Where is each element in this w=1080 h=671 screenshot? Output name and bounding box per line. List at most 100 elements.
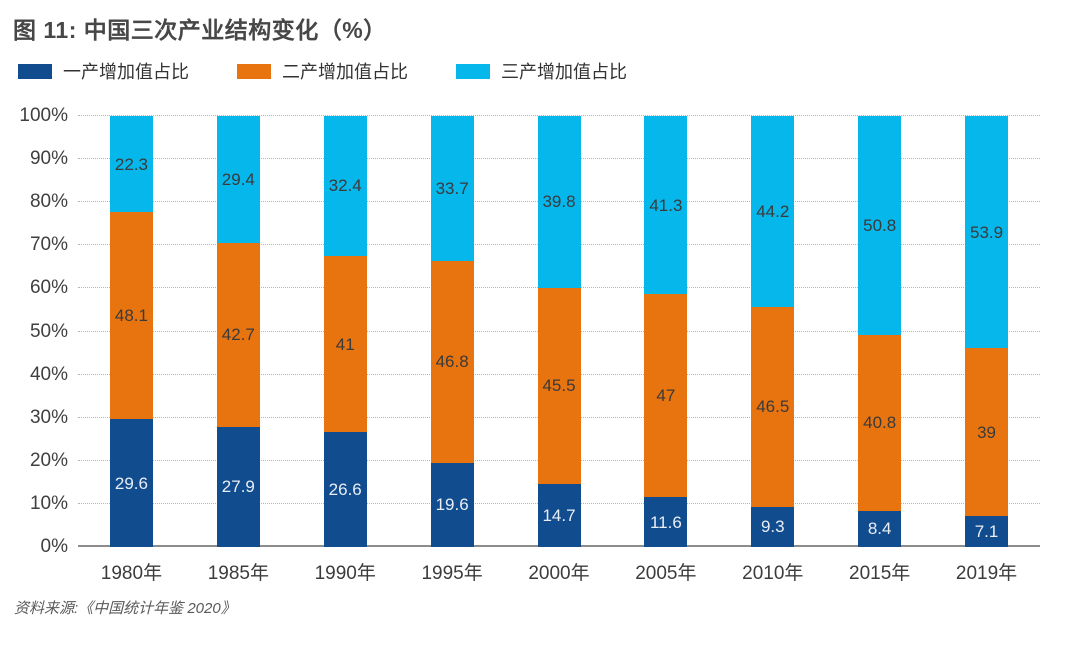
bar-stack: 27.9 42.7 29.4	[216, 116, 260, 547]
x-axis-tick-label: 1980年	[100, 563, 163, 584]
segment-value-label: 33.7	[435, 178, 469, 198]
segment-value-label: 45.5	[542, 376, 576, 396]
bar-stack: 11.6 47 41.3	[644, 116, 688, 547]
bar-segment: 45.5	[537, 287, 581, 484]
bar-segment: 29.4	[216, 116, 260, 243]
y-axis-tick-label: 90%	[29, 148, 68, 170]
segment-value-label: 19.6	[435, 495, 469, 515]
segment-value-label: 8.4	[867, 519, 892, 539]
legend-label: 三产增加值占比	[501, 62, 627, 82]
segment-value-label: 40.8	[863, 413, 897, 433]
bar-segment: 53.9	[965, 116, 1009, 349]
bar-segment: 14.7	[537, 483, 581, 547]
segment-value-label: 48.1	[114, 306, 148, 326]
bar-stack: 29.6 48.1 22.3	[109, 116, 153, 547]
bar-stack: 26.6 41 32.4	[323, 116, 367, 547]
bar-stack: 7.1 39 53.9	[965, 116, 1009, 547]
plot-area: 29.6 48.1 22.3 27.9 42.7 29.4 26.6 41 32.4 19.6 46…	[78, 115, 1040, 547]
segment-value-label: 46.8	[435, 352, 469, 372]
x-axis-tick-label: 2019年	[955, 563, 1018, 584]
bar-segment: 50.8	[858, 116, 902, 335]
x-axis-tick-label: 2005年	[635, 563, 697, 584]
bar-segment: 48.1	[109, 212, 153, 420]
bar-stack: 19.6 46.8 33.7	[430, 116, 474, 547]
segment-value-label: 14.7	[542, 505, 576, 525]
chart-title: 图 11: 中国三次产业结构变化（%）	[13, 17, 387, 43]
bar-segment: 29.6	[109, 419, 153, 547]
legend-swatch-icon	[18, 63, 52, 79]
bar-segment: 9.3	[751, 506, 795, 547]
bar-segment: 47	[644, 294, 688, 498]
legend-label: 二产增加值占比	[282, 62, 408, 82]
bar-segment: 46.5	[751, 306, 795, 507]
bar-stack: 9.3 46.5 44.2	[751, 116, 795, 547]
legend-item-series-3: 三产增加值占比	[456, 58, 627, 84]
legend-item-series-1: 一产增加值占比	[18, 58, 189, 84]
segment-value-label: 7.1	[974, 522, 999, 542]
bar-segment: 19.6	[430, 462, 474, 547]
bar-segment: 46.8	[430, 260, 474, 463]
bar-segment: 39	[965, 348, 1009, 517]
y-axis-tick-label: 30%	[29, 406, 68, 428]
segment-value-label: 26.6	[328, 480, 362, 500]
bar-segment: 8.4	[858, 510, 902, 547]
bar-segment: 40.8	[858, 334, 902, 511]
segment-value-label: 39	[977, 422, 996, 442]
segment-value-label: 46.5	[756, 397, 790, 417]
y-axis: 0% 10% 20% 30% 40% 50% 60% 70% 80% 90% 100%	[0, 105, 68, 557]
segment-value-label: 39.8	[542, 192, 576, 212]
segment-value-label: 44.2	[756, 201, 790, 221]
legend-label: 一产增加值占比	[63, 62, 189, 82]
y-axis-tick-label: 40%	[29, 363, 68, 385]
segment-value-label: 11.6	[649, 512, 682, 532]
segment-value-label: 53.9	[970, 222, 1004, 242]
y-axis-tick-label: 0%	[40, 536, 68, 557]
source-note: 资料来源:《中国统计年鉴 2020》	[14, 600, 236, 617]
y-axis-tick-label: 80%	[29, 191, 68, 213]
bar-segment: 26.6	[323, 432, 367, 547]
bar-segment: 22.3	[109, 116, 153, 213]
bar-segment: 7.1	[965, 516, 1009, 547]
y-axis-tick-label: 10%	[29, 492, 68, 514]
segment-value-label: 29.4	[221, 169, 255, 189]
x-axis-tick-label: 1995年	[421, 563, 483, 584]
bar-segment: 44.2	[751, 116, 795, 307]
y-axis-tick-label: 70%	[29, 234, 68, 256]
gridline-100pct	[78, 115, 1040, 116]
segment-value-label: 9.3	[760, 517, 785, 537]
bar-segment: 42.7	[216, 242, 260, 427]
x-axis-tick-label: 1990年	[314, 563, 376, 584]
segment-value-label: 41	[335, 334, 355, 354]
y-axis-tick-label: 100%	[19, 105, 68, 126]
bar-segment: 41	[323, 255, 367, 433]
segment-value-label: 41.3	[649, 195, 683, 215]
bar-segment: 32.4	[323, 116, 367, 256]
bar-segment: 41.3	[644, 116, 688, 295]
y-axis-tick-label: 50%	[29, 320, 68, 342]
legend-item-series-2: 二产增加值占比	[237, 58, 408, 84]
x-axis-tick-label: 1985年	[207, 563, 269, 584]
x-axis-tick-label: 2010年	[742, 563, 804, 584]
segment-value-label: 32.4	[328, 176, 362, 196]
bar-stack: 14.7 45.5 39.8	[537, 116, 581, 547]
legend-swatch-icon	[237, 63, 271, 79]
segment-value-label: 50.8	[863, 215, 897, 235]
x-axis-tick-label: 2015年	[849, 563, 911, 584]
x-axis-tick-label: 2000年	[528, 563, 590, 584]
segment-value-label: 22.3	[114, 154, 148, 174]
bar-segment: 39.8	[537, 116, 581, 288]
bar-stack: 8.4 40.8 50.8	[858, 116, 902, 547]
legend-swatch-icon	[456, 63, 490, 79]
bar-segment: 27.9	[216, 426, 260, 547]
segment-value-label: 29.6	[114, 473, 148, 493]
segment-value-label: 27.9	[221, 477, 255, 497]
chart-legend: 一产增加值占比 二产增加值占比 三产增加值占比	[18, 58, 627, 84]
y-axis-tick-label: 60%	[29, 277, 68, 299]
bar-segment: 11.6	[644, 497, 688, 547]
bar-segment: 33.7	[430, 116, 474, 261]
segment-value-label: 42.7	[221, 325, 255, 345]
segment-value-label: 47	[656, 386, 676, 406]
y-axis-tick-label: 20%	[29, 449, 68, 471]
